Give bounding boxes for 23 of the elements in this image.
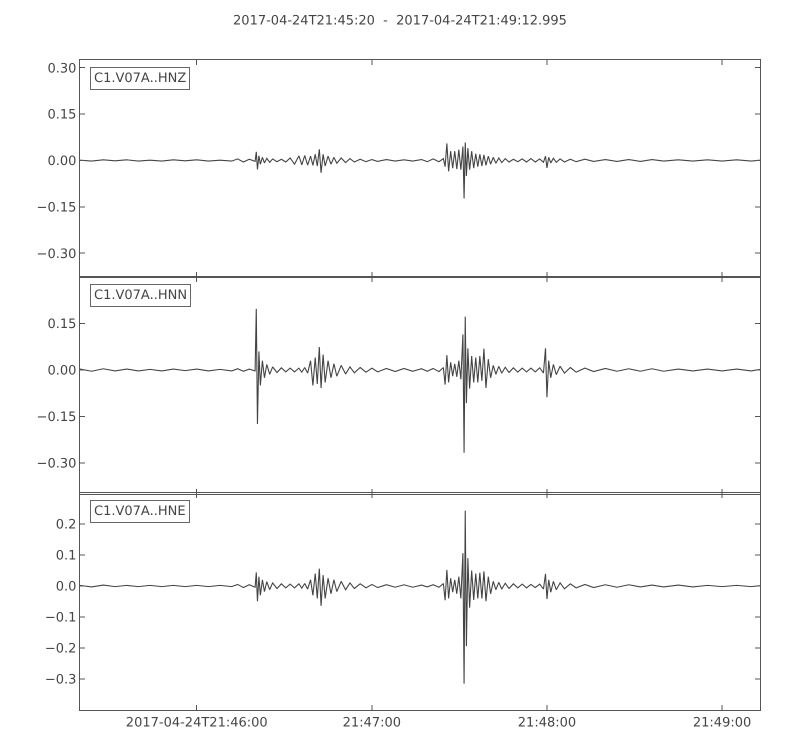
y-tick-label: 0.2 — [56, 518, 76, 533]
y-tick-label: −0.30 — [36, 456, 76, 472]
annotation: C1.V07A..HNZ — [94, 71, 186, 86]
y-tick-label: 0.00 — [47, 363, 76, 378]
y-tick-label: −0.1 — [44, 610, 76, 626]
y-tick-label: −0.15 — [36, 200, 76, 216]
y-tick-label: 0.15 — [47, 316, 76, 332]
y-tick-label: −0.15 — [36, 410, 76, 425]
y-tick-label: −0.3 — [44, 672, 76, 688]
x-tick-label: 2017-04-24T21:46:00 — [126, 716, 268, 731]
x-tick-label: 21:47:00 — [342, 716, 402, 731]
y-tick-label: 0.0 — [56, 580, 76, 595]
y-tick-label: 0.1 — [56, 548, 76, 564]
y-tick-label: −0.2 — [44, 642, 76, 657]
y-tick-label: 0.15 — [47, 108, 76, 123]
x-tick-label: 21:48:00 — [518, 716, 576, 731]
y-tick-label: 0.30 — [47, 61, 76, 76]
y-tick-label: −0.30 — [36, 246, 76, 262]
annotation: C1.V07A..HNE — [94, 504, 186, 520]
y-tick-label: 0.00 — [47, 154, 76, 170]
annotation: C1.V07A..HNN — [94, 288, 188, 303]
chart-title: 2017-04-24T21:45:20 - 2017-04-24T21:49:12.995 — [233, 14, 567, 29]
x-tick-label: 21:49:00 — [692, 716, 752, 731]
